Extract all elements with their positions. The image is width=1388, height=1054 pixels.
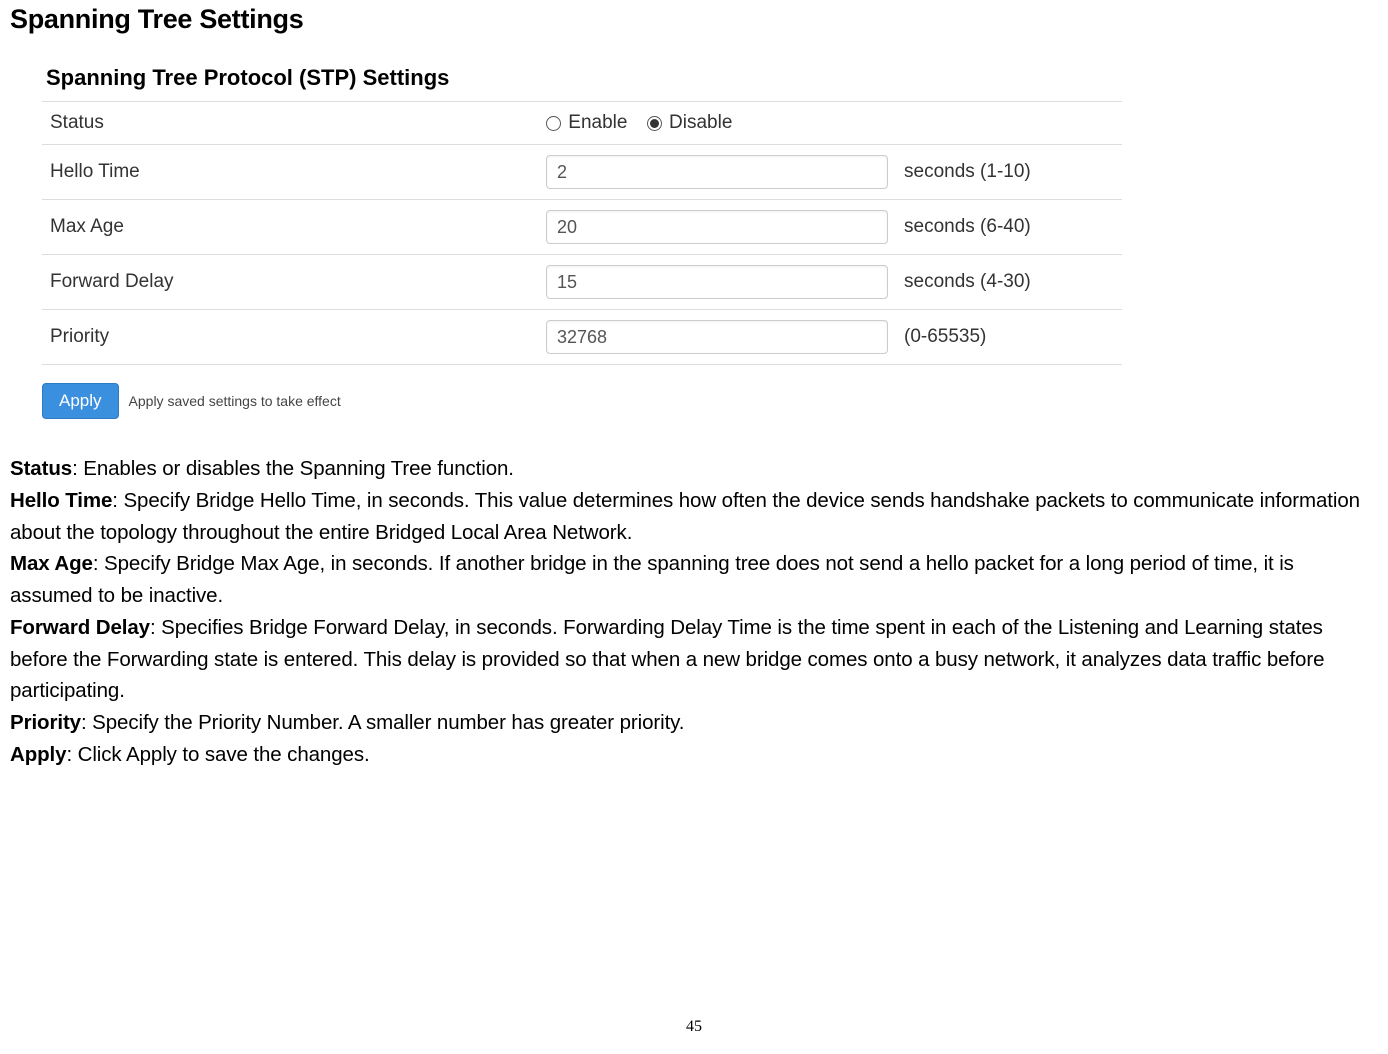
- status-label: Status: [42, 102, 538, 145]
- apply-button[interactable]: Apply: [42, 383, 119, 419]
- desc-maxage: Max Age: Specify Bridge Max Age, in seco…: [10, 548, 1378, 612]
- status-enable-radio[interactable]: [546, 116, 561, 131]
- desc-hello-term: Hello Time: [10, 489, 112, 512]
- desc-fdelay-text: : Specifies Bridge Forward Delay, in sec…: [10, 616, 1324, 703]
- max-age-input[interactable]: [546, 210, 888, 244]
- desc-apply-text: : Click Apply to save the changes.: [66, 743, 369, 766]
- status-enable-label: Enable: [568, 112, 627, 134]
- row-status: Status Enable Disable: [42, 102, 1122, 145]
- panel-title: Spanning Tree Protocol (STP) Settings: [42, 59, 1122, 101]
- descriptions-block: Status: Enables or disables the Spanning…: [10, 453, 1378, 771]
- desc-status: Status: Enables or disables the Spanning…: [10, 453, 1378, 485]
- max-age-label: Max Age: [42, 200, 538, 255]
- desc-apply: Apply: Click Apply to save the changes.: [10, 739, 1378, 771]
- settings-table: Status Enable Disable Hello Time seconds…: [42, 101, 1122, 365]
- desc-priority-text: : Specify the Priority Number. A smaller…: [81, 711, 684, 734]
- page-heading: Spanning Tree Settings: [10, 4, 1378, 35]
- page-number: 45: [0, 1018, 1388, 1036]
- desc-hello-text: : Specify Bridge Hello Time, in seconds.…: [10, 489, 1360, 544]
- row-hello-time: Hello Time seconds (1-10): [42, 145, 1122, 200]
- hello-time-input[interactable]: [546, 155, 888, 189]
- desc-priority-term: Priority: [10, 711, 81, 734]
- forward-delay-input[interactable]: [546, 265, 888, 299]
- hello-time-label: Hello Time: [42, 145, 538, 200]
- desc-status-term: Status: [10, 457, 72, 480]
- row-priority: Priority (0-65535): [42, 310, 1122, 365]
- status-disable-label: Disable: [669, 112, 732, 134]
- status-disable-radio[interactable]: [647, 116, 662, 131]
- row-max-age: Max Age seconds (6-40): [42, 200, 1122, 255]
- priority-label: Priority: [42, 310, 538, 365]
- settings-panel: Spanning Tree Protocol (STP) Settings St…: [42, 59, 1122, 419]
- desc-apply-term: Apply: [10, 743, 66, 766]
- desc-fdelay: Forward Delay: Specifies Bridge Forward …: [10, 612, 1378, 707]
- forward-delay-unit: seconds (4-30): [896, 255, 1122, 310]
- desc-priority: Priority: Specify the Priority Number. A…: [10, 707, 1378, 739]
- desc-fdelay-term: Forward Delay: [10, 616, 150, 639]
- priority-unit: (0-65535): [896, 310, 1122, 365]
- priority-input[interactable]: [546, 320, 888, 354]
- hello-time-unit: seconds (1-10): [896, 145, 1122, 200]
- row-forward-delay: Forward Delay seconds (4-30): [42, 255, 1122, 310]
- desc-maxage-term: Max Age: [10, 552, 93, 575]
- apply-hint: Apply saved settings to take effect: [129, 393, 341, 409]
- forward-delay-label: Forward Delay: [42, 255, 538, 310]
- desc-hello: Hello Time: Specify Bridge Hello Time, i…: [10, 485, 1378, 549]
- desc-status-text: : Enables or disables the Spanning Tree …: [72, 457, 514, 480]
- max-age-unit: seconds (6-40): [896, 200, 1122, 255]
- desc-maxage-text: : Specify Bridge Max Age, in seconds. If…: [10, 552, 1294, 607]
